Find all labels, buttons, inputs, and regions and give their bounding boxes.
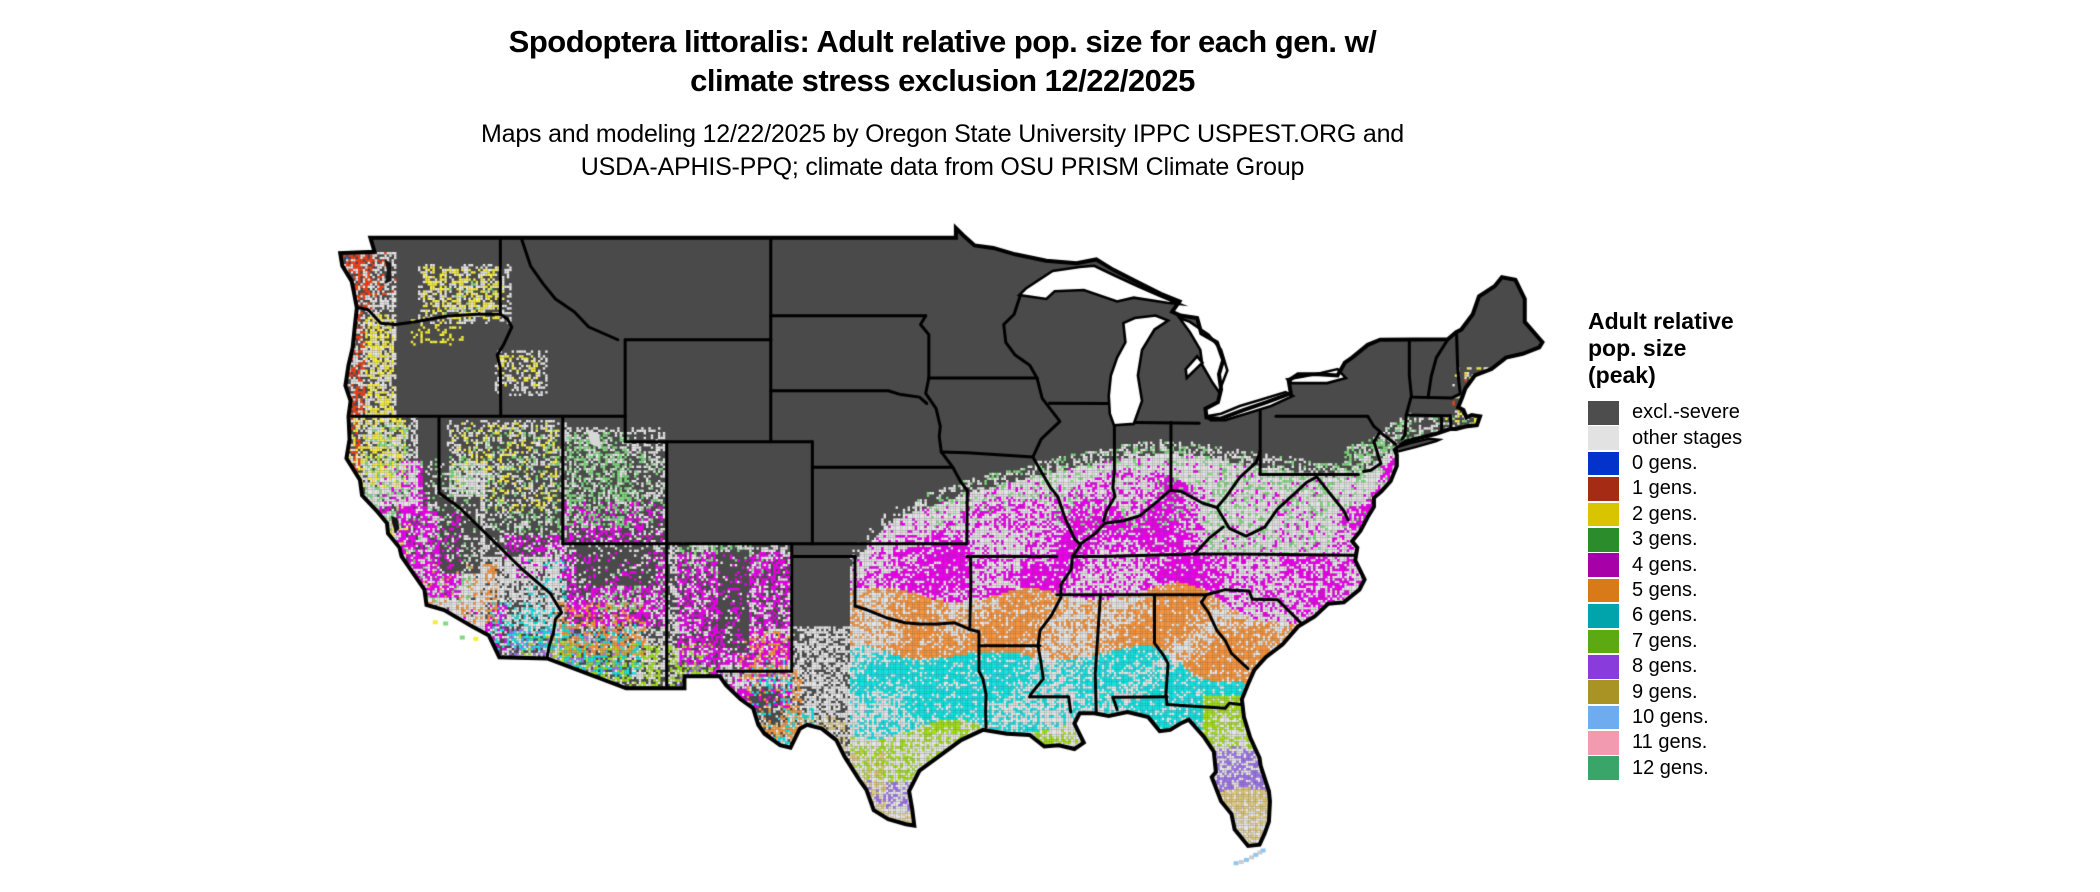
legend-title-line-1: Adult relative (1588, 308, 1734, 334)
legend-item-g2: 2 gens. (1588, 502, 1888, 527)
legend-swatch-g9 (1588, 680, 1619, 704)
legend-label-g4: 4 gens. (1632, 553, 1698, 576)
legend-swatch-excl (1588, 401, 1619, 425)
legend-swatch-g0 (1588, 451, 1619, 476)
legend-swatch-g8 (1588, 654, 1619, 679)
legend-label-g12: 12 gens. (1632, 756, 1709, 779)
legend-swatch-g6 (1588, 604, 1619, 628)
subtitle-line-1: Maps and modeling 12/22/2025 by Oregon S… (481, 120, 1404, 148)
legend-item-g5: 5 gens. (1588, 578, 1888, 603)
title-line-2: climate stress exclusion 12/22/2025 (690, 63, 1195, 98)
page-title: Spodoptera littoralis: Adult relative po… (0, 22, 1885, 100)
legend-label-g7: 7 gens. (1632, 629, 1698, 652)
legend-swatch-g10 (1588, 705, 1619, 730)
legend-label-g3: 3 gens. (1632, 528, 1698, 551)
legend-swatch-g4 (1588, 553, 1619, 577)
legend-swatch-g7 (1588, 629, 1619, 654)
legend-swatch-g1 (1588, 477, 1619, 501)
legend-item-excl: excl.-severe (1588, 401, 1888, 425)
legend-item-g9: 9 gens. (1588, 680, 1888, 704)
legend-swatch-g3 (1588, 527, 1619, 552)
legend-label-g8: 8 gens. (1632, 655, 1698, 678)
legend-label-g9: 9 gens. (1632, 680, 1698, 703)
map-legend: Adult relative pop. size (peak) excl.-se… (1588, 308, 1888, 782)
legend-item-g4: 4 gens. (1588, 553, 1888, 577)
legend-swatch-g11 (1588, 731, 1619, 755)
legend-label-g11: 11 gens. (1632, 731, 1708, 754)
legend-item-g11: 11 gens. (1588, 731, 1888, 755)
legend-item-g0: 0 gens. (1588, 451, 1888, 476)
title-line-1: Spodoptera littoralis: Adult relative po… (508, 24, 1377, 59)
legend-title-line-3: (peak) (1588, 362, 1656, 388)
legend-item-g12: 12 gens. (1588, 756, 1888, 781)
legend-item-g3: 3 gens. (1588, 527, 1888, 552)
legend-label-other: other stages (1632, 426, 1743, 449)
legend-label-g2: 2 gens. (1632, 502, 1698, 525)
legend-item-g1: 1 gens. (1588, 477, 1888, 501)
legend-label-g5: 5 gens. (1632, 579, 1698, 602)
legend-item-g10: 10 gens. (1588, 705, 1888, 730)
legend-item-g6: 6 gens. (1588, 604, 1888, 628)
legend-item-other: other stages (1588, 426, 1888, 450)
legend-items: excl.-severe other stages 0 gens. 1 gens. 2 … (1588, 401, 1888, 781)
page-subtitle: Maps and modeling 12/22/2025 by Oregon S… (0, 118, 1885, 184)
legend-title-line-2: pop. size (1588, 335, 1687, 361)
legend-label-g6: 6 gens. (1632, 604, 1698, 627)
legend-swatch-g5 (1588, 578, 1619, 603)
legend-label-excl: excl.-severe (1632, 401, 1740, 424)
legend-title: Adult relative pop. size (peak) (1588, 308, 1888, 389)
legend-label-g0: 0 gens. (1632, 452, 1698, 475)
legend-label-g1: 1 gens. (1632, 477, 1698, 500)
subtitle-line-2: USDA-APHIS-PPQ; climate data from OSU PR… (580, 153, 1305, 181)
legend-item-g8: 8 gens. (1588, 654, 1888, 679)
legend-label-g10: 10 gens. (1632, 705, 1709, 728)
legend-swatch-g12 (1588, 756, 1619, 781)
legend-swatch-g2 (1588, 502, 1619, 527)
legend-item-g7: 7 gens. (1588, 629, 1888, 654)
legend-swatch-other (1588, 426, 1619, 450)
